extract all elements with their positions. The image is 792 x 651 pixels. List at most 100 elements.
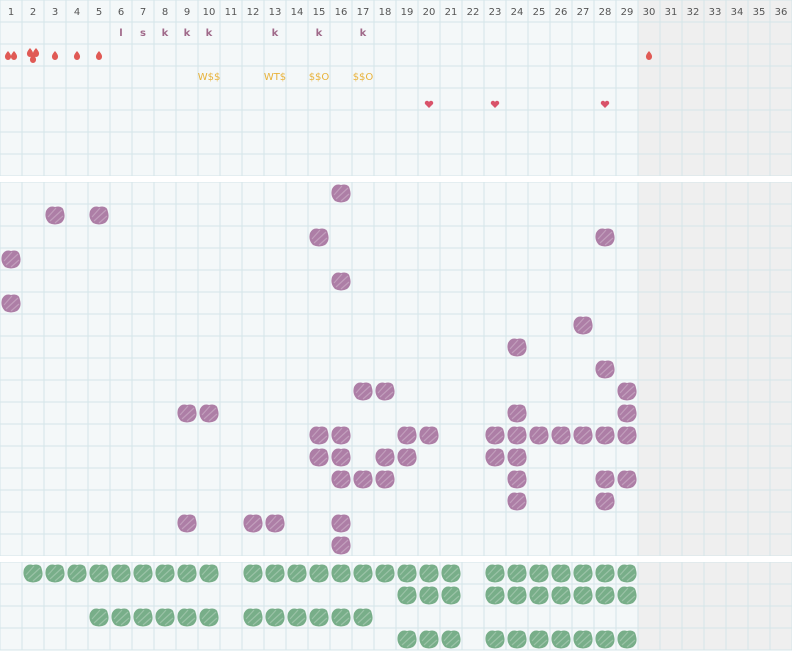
scribble-stroke [91,565,108,582]
scribble-mark [45,206,65,225]
scribble-stroke [443,587,460,604]
scribble-stroke [509,565,526,582]
scribble-mark [529,426,549,445]
scribble-mark [177,514,197,533]
scribble-stroke [597,229,614,246]
day-letter: s [140,28,146,39]
scribble-stroke [201,565,218,582]
scribble-mark [89,206,109,225]
scribble-stroke [267,609,284,626]
scribble-mark [507,338,527,357]
scribble-stroke [355,471,372,488]
day-letter: l [119,28,122,39]
scribble-stroke [399,565,416,582]
column-number: 6 [118,7,124,18]
scribble-stroke [509,427,526,444]
scribble-stroke [553,427,570,444]
scribble-stroke [311,609,328,626]
day-letter: k [316,28,323,39]
scribble-stroke [201,609,218,626]
scribble-mark [507,586,527,605]
scribble-stroke [47,565,64,582]
scribble-stroke [355,609,372,626]
scribble-mark [331,564,351,583]
scribble-mark [419,586,439,605]
scribble-stroke [421,565,438,582]
day-note: WT$ [264,72,286,83]
column-number: 4 [74,7,80,18]
scribble-stroke [421,631,438,648]
scribble-mark [617,586,637,605]
scribble-stroke [135,609,152,626]
scribble-mark [331,426,351,445]
scribble-stroke [509,587,526,604]
scribble-mark [199,608,219,627]
scribble-mark [199,564,219,583]
column-number: 34 [731,7,744,18]
scribble-stroke [267,565,284,582]
scribble-mark [595,630,615,649]
scribble-mark [419,630,439,649]
scribble-mark [353,564,373,583]
column-number: 30 [643,7,656,18]
heart-icon [600,100,610,108]
column-number: 7 [140,7,146,18]
scribble-stroke [443,565,460,582]
scribble-mark [287,608,307,627]
scribble-stroke [311,565,328,582]
column-number: 19 [401,7,414,18]
scribble-mark [485,426,505,445]
scribble-mark [507,448,527,467]
scribble-stroke [245,515,262,532]
scribble-mark [617,382,637,401]
scribble-stroke [509,405,526,422]
scribble-stroke [25,565,42,582]
scribble-stroke [333,471,350,488]
scribble-mark [177,608,197,627]
scribble-mark [551,564,571,583]
scribble-mark [595,426,615,445]
scribble-stroke [91,609,108,626]
scribble-stroke [179,515,196,532]
scribble-stroke [3,251,20,268]
scribble-mark [265,514,285,533]
scribble-stroke [333,427,350,444]
column-number: 16 [335,7,348,18]
scribble-stroke [399,587,416,604]
scribble-mark [507,492,527,511]
scribble-stroke [135,565,152,582]
scribble-stroke [245,565,262,582]
scribble-stroke [333,537,350,554]
scribble-mark [331,272,351,291]
day-letter: k [272,28,279,39]
scribble-mark [111,564,131,583]
scribble-stroke [553,587,570,604]
drop-icon [95,51,103,60]
column-number: 22 [467,7,480,18]
scribble-stroke [619,405,636,422]
scribble-stroke [3,295,20,312]
scribble-stroke [619,565,636,582]
scribble-mark [551,630,571,649]
scribble-stroke [355,565,372,582]
scribble-stroke [421,427,438,444]
scribble-stroke [619,587,636,604]
scribble-stroke [487,449,504,466]
scribble-mark [485,448,505,467]
scribble-mark [177,404,197,423]
scribble-mark [243,514,263,533]
column-number: 17 [357,7,370,18]
scribble-mark [45,564,65,583]
column-number: 11 [225,7,238,18]
scribble-stroke [509,339,526,356]
column-number: 18 [379,7,392,18]
scribble-stroke [575,587,592,604]
column-number: 31 [665,7,678,18]
divider [0,176,792,182]
scribble-mark [397,564,417,583]
scribble-mark [507,404,527,423]
column-number: 29 [621,7,634,18]
column-number: 5 [96,7,102,18]
scribble-stroke [399,631,416,648]
scribble-mark [617,404,637,423]
